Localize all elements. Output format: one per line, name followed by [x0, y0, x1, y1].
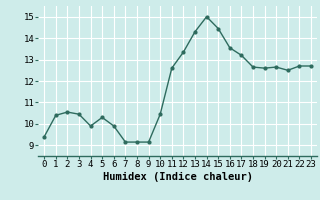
X-axis label: Humidex (Indice chaleur): Humidex (Indice chaleur) — [103, 172, 252, 182]
